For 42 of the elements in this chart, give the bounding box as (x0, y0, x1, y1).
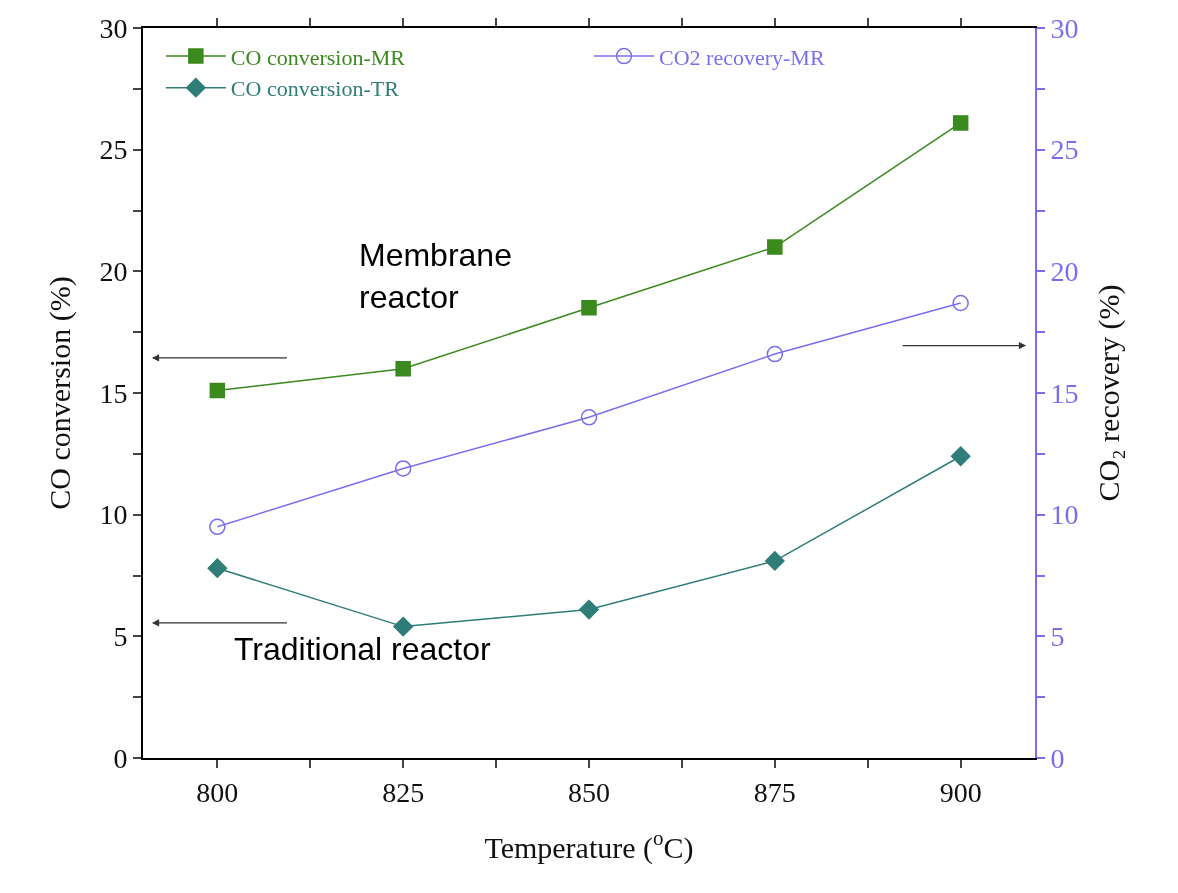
point (950, 446, 971, 467)
x-tick-label: 875 (753, 776, 796, 808)
y2-tick-label: 0 (1050, 742, 1065, 774)
point (209, 382, 226, 399)
y2-axis-title: CO₂ recovery (%) (1091, 284, 1126, 502)
point (764, 551, 785, 571)
annotation: Traditional reactor (234, 631, 492, 667)
legend-label: CO conversion-MR (230, 44, 406, 70)
legend-label: CO2 recovery-MR (659, 44, 825, 70)
y2-tick-label: 25 (1050, 134, 1079, 166)
point (393, 616, 414, 637)
y-tick-label: 25 (99, 134, 128, 166)
point (395, 360, 411, 377)
point (952, 294, 969, 312)
y-tick-label: 15 (99, 377, 128, 409)
y2-tick-label: 20 (1050, 256, 1079, 288)
legend-label: CO conversion-TR (230, 76, 400, 102)
point (952, 115, 969, 131)
annotation: Membrane reactor (359, 237, 512, 315)
x-tick-label: 850 (568, 776, 610, 808)
point (766, 345, 784, 363)
point (207, 558, 228, 579)
y-tick-label: 30 (99, 12, 128, 44)
y2-tick-label: 30 (1050, 12, 1079, 44)
y-tick-label: 0 (113, 742, 128, 774)
x-axis-title: Temperature ($^{o}$C) (484, 826, 694, 865)
point (580, 409, 598, 426)
x-tick-label: 825 (382, 776, 425, 808)
x-tick-label: 900 (939, 776, 982, 808)
point (767, 239, 783, 255)
point (394, 460, 412, 477)
y-tick-label: 20 (99, 256, 128, 288)
x-tick-label: 800 (196, 776, 239, 808)
y-tick-label: 10 (99, 499, 128, 531)
y2-tick-label: 5 (1050, 621, 1065, 653)
y2-tick-label: 15 (1050, 377, 1079, 409)
y-axis-title: CO conversion (%) (42, 276, 77, 510)
point (579, 599, 599, 620)
y-tick-label: 5 (113, 621, 128, 653)
point (209, 518, 226, 536)
y2-tick-label: 10 (1050, 499, 1079, 531)
point (581, 300, 597, 316)
